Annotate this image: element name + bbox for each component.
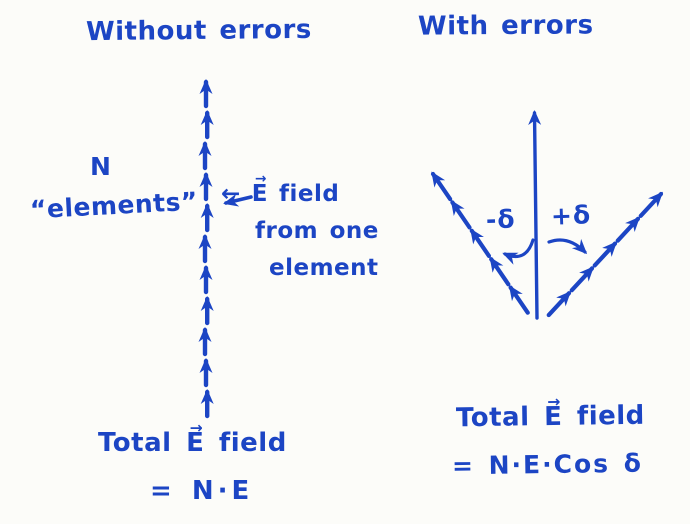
e-field-annotation: ← → E field from one element (221, 171, 379, 286)
annotation-line3: element (269, 254, 379, 281)
error-arrow-right (546, 291, 572, 318)
vector-hat-icon: → (189, 419, 203, 438)
vector-e-symbol: → E (251, 171, 268, 213)
minus-delta-label: -δ (485, 204, 517, 235)
arc-arrow-minus (502, 238, 535, 265)
total-word: Total (455, 402, 530, 434)
vector-e-symbol: → E (186, 419, 205, 459)
error-arrow-left (450, 199, 472, 230)
error-arrow-left (469, 228, 492, 258)
error-arrow-left (508, 285, 530, 315)
field-word: field (576, 400, 645, 432)
left-total-equation: = N·E (150, 476, 254, 506)
vector-hat-icon: → (547, 393, 561, 412)
resultant-arrow (528, 110, 542, 320)
vector-hat-icon: → (254, 171, 267, 188)
left-panel-title: Without errors (85, 14, 312, 48)
vector-e-symbol: → E (544, 393, 563, 433)
left-total-label: Total → E field (98, 419, 287, 459)
error-arrow-left (489, 256, 511, 287)
annotation-line1: ← → E field (221, 171, 379, 213)
n-count-label: N (90, 152, 112, 181)
left-arrow-icon: ← (221, 181, 241, 207)
total-word: Total (98, 428, 172, 458)
e-letter: E (251, 181, 268, 207)
annotation-line2: from one (255, 217, 379, 244)
error-arrow-left (430, 171, 453, 202)
error-arrow-right (569, 266, 595, 293)
arc-arrow-plus (547, 238, 588, 255)
e-letter: E (186, 428, 205, 458)
right-total-label: Total → E field (455, 393, 645, 435)
pointer-arrow (223, 193, 253, 207)
field-word: field (218, 428, 287, 458)
error-arrow-right (615, 216, 641, 243)
plus-delta-label: +δ (550, 200, 592, 231)
error-arrow-right (592, 241, 618, 268)
error-arrow-right (638, 191, 664, 218)
annotation-word-field: field (279, 181, 340, 207)
right-panel-title: With errors (417, 10, 594, 42)
right-total-equation: = N·E·Cos δ (451, 448, 644, 481)
